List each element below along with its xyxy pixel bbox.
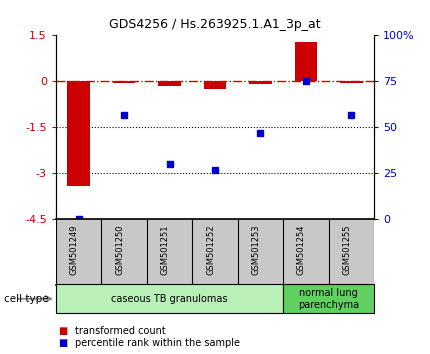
Text: caseous TB granulomas: caseous TB granulomas	[111, 294, 228, 304]
Text: GSM501254: GSM501254	[297, 225, 306, 275]
Text: GSM501255: GSM501255	[342, 225, 351, 275]
Text: percentile rank within the sample: percentile rank within the sample	[75, 338, 240, 348]
Text: GSM501250: GSM501250	[115, 225, 124, 275]
Text: transformed count: transformed count	[75, 326, 166, 336]
Text: GSM501252: GSM501252	[206, 225, 215, 275]
Bar	[283, 284, 374, 313]
Bar	[56, 284, 283, 313]
Bar	[204, 81, 226, 89]
Text: GSM501251: GSM501251	[160, 225, 169, 275]
Bar	[249, 81, 272, 85]
Bar	[113, 81, 135, 83]
Title: GDS4256 / Hs.263925.1.A1_3p_at: GDS4256 / Hs.263925.1.A1_3p_at	[109, 18, 321, 32]
Text: GSM501249: GSM501249	[70, 225, 79, 275]
Bar	[295, 41, 317, 81]
Text: ■: ■	[58, 326, 68, 336]
Bar	[158, 81, 181, 86]
Text: GSM501253: GSM501253	[252, 225, 261, 275]
Bar	[67, 81, 90, 186]
Bar	[340, 81, 363, 83]
Text: cell type: cell type	[4, 294, 49, 304]
Text: ■: ■	[58, 338, 68, 348]
Text: normal lung
parenchyma: normal lung parenchyma	[298, 288, 359, 310]
